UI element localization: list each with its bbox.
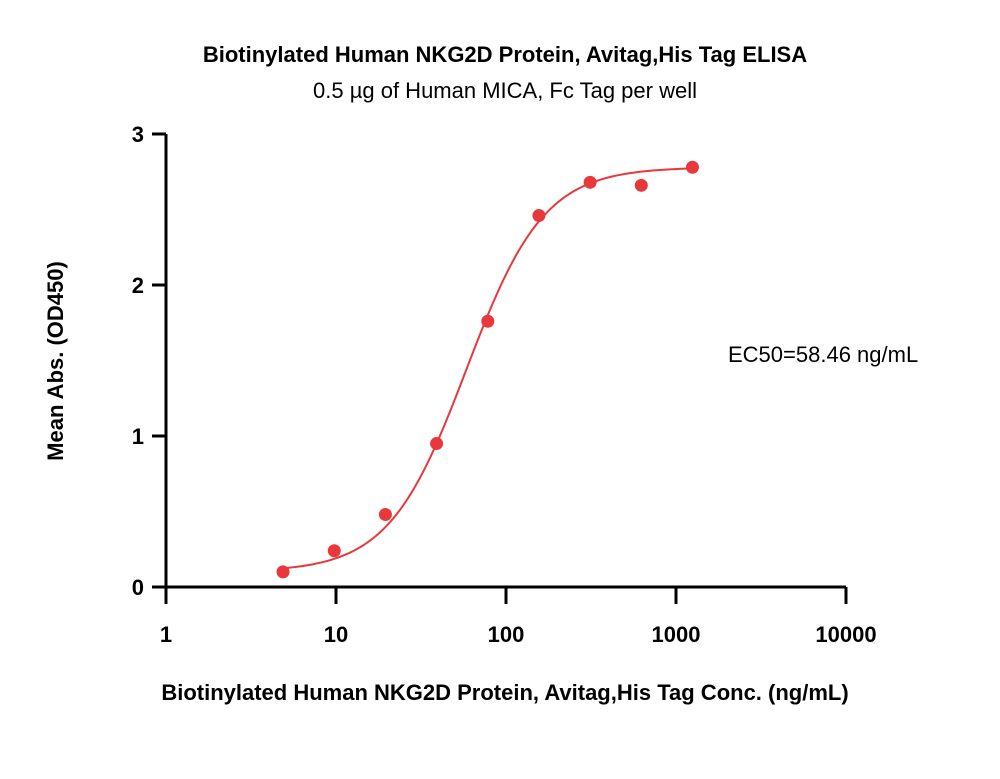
data-point <box>327 544 341 558</box>
y-tick-label: 1 <box>132 424 144 449</box>
y-ticks: 0 1 2 3 <box>132 122 166 600</box>
x-axis-label: Biotinylated Human NKG2D Protein, Avitag… <box>161 680 848 705</box>
fit-curve <box>282 167 693 570</box>
chart-title: Biotinylated Human NKG2D Protein, Avitag… <box>203 42 807 67</box>
ec50-annotation: EC50=58.46 ng/mL <box>728 342 918 367</box>
x-tick-label: 10000 <box>815 622 876 647</box>
data-points <box>276 160 699 579</box>
data-point <box>430 437 444 451</box>
x-tick-label: 1000 <box>652 622 701 647</box>
y-tick-label: 2 <box>132 273 144 298</box>
x-ticks: 1 10 100 1000 10000 <box>160 587 877 647</box>
y-tick-label: 3 <box>132 122 144 147</box>
x-tick-label: 10 <box>324 622 348 647</box>
data-point <box>685 160 699 174</box>
y-axis-label: Mean Abs. (OD450) <box>43 261 68 461</box>
data-point <box>532 209 546 223</box>
y-tick-label: 0 <box>132 575 144 600</box>
data-point <box>378 508 392 522</box>
data-point <box>276 565 290 579</box>
x-tick-label: 100 <box>488 622 525 647</box>
data-point <box>583 175 597 189</box>
x-tick-label: 1 <box>160 622 172 647</box>
data-point <box>634 178 648 192</box>
chart-subtitle: 0.5 µg of Human MICA, Fc Tag per well <box>313 78 697 103</box>
data-point <box>481 314 495 328</box>
